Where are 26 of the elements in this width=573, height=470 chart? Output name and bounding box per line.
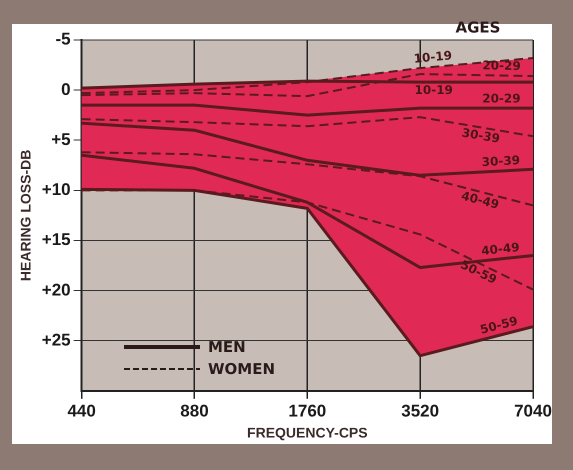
y-tick-label: -5 [56,30,71,49]
series-label: 10-19 [414,83,453,98]
annotation: MEN [208,338,246,356]
y-tick-label: 0 [61,80,71,99]
y-tick-label: +5 [51,130,71,149]
text: 40-49 [460,188,501,212]
text: 30-39 [460,126,501,146]
x-tick-label: 440 [67,402,96,421]
x-tick-label: 1760 [288,402,326,421]
series-label: 20-29 [482,58,521,73]
y-tick-label: +15 [42,230,71,250]
x-tick-label: 7040 [514,402,552,421]
text: 10-19 [413,48,453,66]
series-label: 30-39 [481,153,520,170]
y-tick-label: +10 [42,180,71,200]
y-axis-title: HEARING LOSS-DB [17,150,34,282]
text: 50-59 [478,314,520,337]
x-tick-label: 3520 [401,402,440,421]
text: 40-49 [480,240,520,258]
annotation: WOMEN [208,360,276,378]
y-tick-label: +25 [42,330,71,350]
series-label: 20-29 [482,91,521,106]
y-tick-label: +20 [42,280,71,300]
x-tick-label: 880 [180,402,209,421]
legend-title: AGES [456,18,500,36]
x-axis-title: FREQUENCY-CPS [247,424,368,440]
